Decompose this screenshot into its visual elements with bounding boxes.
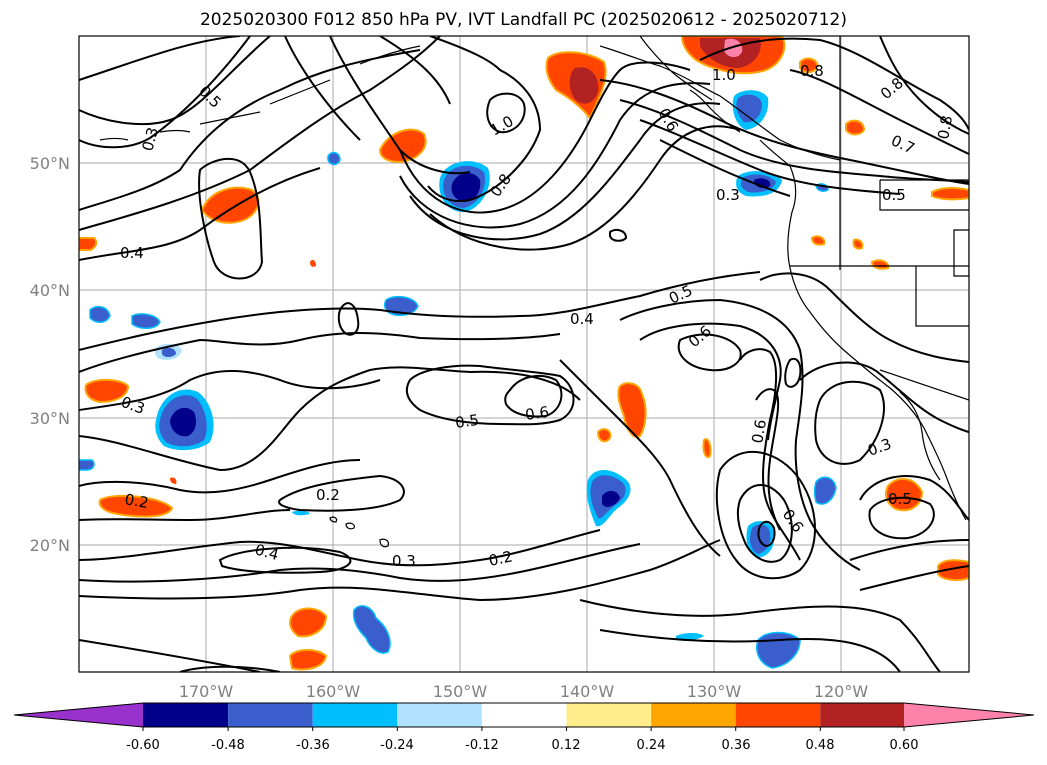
coastlines	[99, 36, 969, 548]
map-title: 2025020300 F012 850 hPa PV, IVT Landfall…	[199, 10, 847, 30]
lat-tick-label: 40°N	[30, 281, 70, 300]
lon-tick-label: 120°W	[814, 682, 869, 701]
colorbar-segment	[735, 703, 821, 727]
colorbar-tick-label: -0.24	[380, 738, 414, 753]
contour-label: 0.2	[487, 547, 514, 570]
colorbar-tick-label: -0.12	[465, 738, 499, 753]
colorbar-segment	[820, 703, 904, 727]
lon-tick-label: 130°W	[687, 682, 742, 701]
colorbar-tick-label: 0.24	[637, 738, 666, 753]
colorbar-tick-label: -0.36	[296, 738, 330, 753]
plot-frame	[78, 35, 970, 673]
colorbar: -0.60 -0.48 -0.36 -0.24 -0.12 0.12 0.24 …	[13, 702, 1035, 753]
contour-label: 0.2	[123, 490, 150, 512]
colorbar-extend-high	[904, 703, 1034, 727]
lat-axis: 50°N 40°N 30°N 20°N	[30, 154, 70, 555]
lon-axis: 170°W 160°W 150°W 140°W 130°W 120°W	[179, 682, 869, 701]
colorbar-tick-label: -0.48	[211, 738, 245, 753]
contour-label: 0.5	[454, 411, 480, 432]
ivt-contours	[79, 36, 969, 672]
lat-tick-label: 20°N	[30, 536, 70, 555]
colorbar-tick-label: -0.60	[126, 738, 160, 753]
lat-tick-label: 30°N	[30, 409, 70, 428]
colorbar-segment	[397, 703, 482, 727]
colorbar-segment	[143, 703, 229, 727]
colorbar-segment	[651, 703, 736, 727]
colorbar-segment	[481, 703, 567, 727]
lon-tick-label: 140°W	[560, 682, 615, 701]
colorbar-tick-label: 0.48	[806, 738, 835, 753]
contour-label: 0.8	[800, 62, 824, 80]
lat-tick-label: 50°N	[30, 154, 70, 173]
contour-label: 0.5	[888, 490, 912, 508]
colorbar-tick-label: 0.60	[890, 738, 919, 753]
contour-label: 0.4	[570, 310, 594, 328]
contour-label: 0.3	[392, 552, 416, 570]
gridlines	[79, 36, 969, 672]
contour-label: 0.3	[138, 125, 162, 153]
lon-tick-label: 150°W	[433, 682, 488, 701]
colorbar-segment	[228, 703, 313, 727]
contour-label: 0.6	[524, 403, 550, 424]
contour-label: 0.3	[716, 186, 740, 204]
plot-area	[79, 36, 969, 672]
contour-label: 0.4	[253, 540, 281, 564]
contour-label: 0.5	[882, 186, 906, 204]
pv-shading	[79, 36, 969, 671]
contour-label: 0.4	[120, 244, 144, 262]
contour-labels: 0.5 0.3 0.4 0.4 0.3 0.2 0.2 0.4 0.3 0.2 …	[119, 62, 956, 570]
contour-label: 0.8	[934, 114, 956, 141]
lon-tick-label: 170°W	[179, 682, 234, 701]
colorbar-segment	[312, 703, 398, 727]
colorbar-tick-label: 0.36	[722, 738, 751, 753]
contour-label: 0.6	[748, 418, 770, 445]
colorbar-tick-label: 0.12	[552, 738, 581, 753]
lon-tick-label: 160°W	[306, 682, 361, 701]
contour-label: 0.2	[316, 486, 340, 504]
colorbar-segment	[566, 703, 652, 727]
contour-label: 1.0	[712, 66, 736, 84]
colorbar-extend-low	[14, 703, 143, 727]
